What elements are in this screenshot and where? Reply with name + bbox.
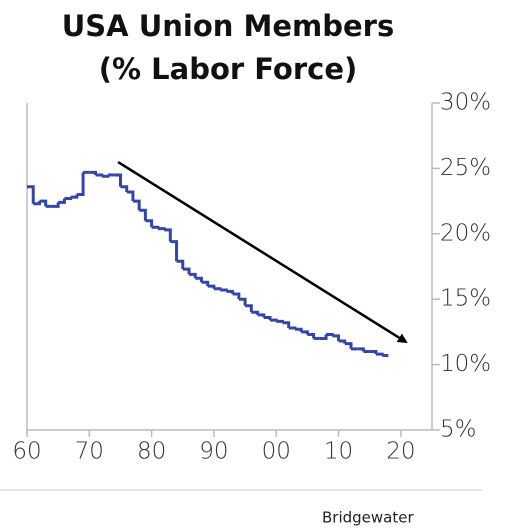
line-step — [157, 227, 166, 231]
y-tick-label: 15% — [440, 286, 491, 312]
x-tick-label: 20 — [386, 439, 415, 465]
line-step — [58, 198, 66, 204]
line-step — [89, 170, 98, 175]
line-step — [257, 313, 266, 318]
y-tick-label: 5% — [440, 417, 477, 443]
line-step — [170, 240, 179, 262]
line-step — [326, 333, 334, 337]
line-step — [232, 292, 241, 300]
line-step — [70, 194, 79, 199]
line-step — [101, 174, 110, 178]
line-step — [64, 196, 73, 200]
line-step — [114, 173, 122, 187]
line-step — [39, 199, 48, 207]
line-step — [276, 319, 284, 323]
line-step — [27, 185, 35, 204]
line-step — [375, 352, 384, 356]
line-step — [145, 219, 154, 228]
x-tick-label: 00 — [262, 439, 291, 465]
line-step — [195, 276, 203, 283]
line-step — [307, 333, 316, 339]
line-step — [176, 259, 185, 270]
line-step — [126, 190, 135, 202]
line-step — [139, 208, 147, 221]
line-step — [201, 280, 210, 287]
line-step — [319, 334, 328, 340]
line-step — [207, 284, 216, 289]
x-tick-label: 60 — [12, 439, 41, 465]
trend-arrow — [117, 160, 408, 344]
line-step — [132, 199, 141, 211]
line-step — [282, 321, 291, 328]
x-tick-label: 10 — [324, 439, 353, 465]
line-step — [189, 272, 197, 279]
line-step — [294, 327, 303, 332]
y-tick-label: 10% — [440, 351, 491, 377]
line-step — [288, 326, 297, 330]
line-step — [33, 201, 41, 206]
y-tick-label: 20% — [440, 220, 491, 246]
line-step — [251, 310, 260, 315]
line-step — [220, 288, 228, 292]
line-step — [270, 318, 278, 322]
line-step — [182, 267, 191, 275]
x-tick-label: 90 — [199, 439, 228, 465]
line-step — [51, 202, 60, 208]
line-step — [263, 316, 272, 321]
x-tick-label: 80 — [137, 439, 166, 465]
line-step — [332, 334, 341, 342]
line-step — [301, 330, 309, 335]
line-step — [164, 228, 172, 242]
y-tick-label: 30% — [440, 90, 491, 116]
line-step — [120, 185, 129, 192]
line-step — [213, 287, 222, 291]
y-tick-label: 25% — [440, 155, 491, 181]
line-step — [369, 350, 378, 355]
line-step — [151, 225, 160, 229]
line-step — [95, 173, 104, 177]
line-step — [338, 339, 347, 344]
line-step — [226, 289, 235, 294]
chart-subtitle: (% Labor Force) — [99, 52, 358, 86]
line-step — [245, 304, 253, 313]
chart-title: USA Union Members — [62, 9, 395, 43]
x-tick-label: 70 — [75, 439, 104, 465]
line-step — [357, 347, 365, 352]
line-step — [344, 342, 353, 349]
source: Bridgewater — [322, 509, 414, 527]
line-step — [238, 297, 247, 306]
line-step — [76, 172, 85, 197]
